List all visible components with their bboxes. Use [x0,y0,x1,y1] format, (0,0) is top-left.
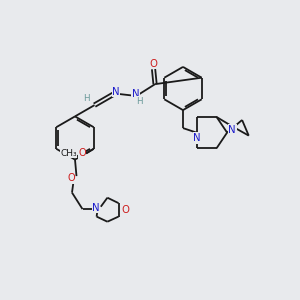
Text: O: O [150,59,158,69]
Text: N: N [193,133,201,143]
Text: O: O [78,148,86,158]
Text: N: N [228,124,236,135]
Text: CH₃: CH₃ [60,149,77,158]
Text: H: H [83,94,89,103]
Text: O: O [121,205,129,215]
Text: O: O [67,173,75,184]
Text: N: N [112,87,120,97]
Text: N: N [132,89,140,99]
Text: H: H [136,97,142,106]
Text: N: N [92,202,100,213]
